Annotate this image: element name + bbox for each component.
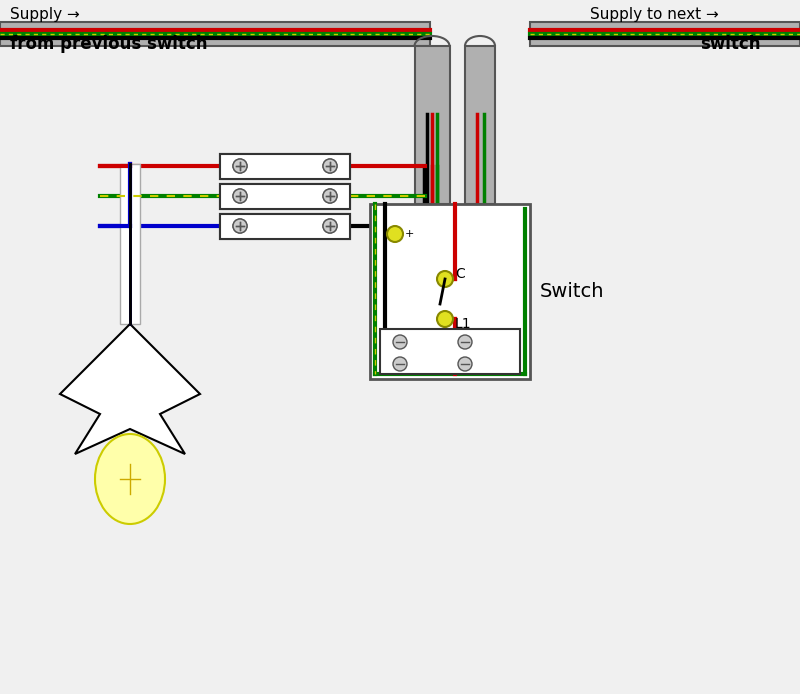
FancyBboxPatch shape bbox=[220, 214, 350, 239]
Text: Supply →: Supply → bbox=[10, 7, 80, 22]
FancyBboxPatch shape bbox=[415, 46, 450, 204]
Circle shape bbox=[323, 159, 337, 173]
FancyBboxPatch shape bbox=[370, 204, 530, 379]
Circle shape bbox=[233, 159, 247, 173]
Text: +: + bbox=[405, 229, 414, 239]
FancyBboxPatch shape bbox=[120, 164, 140, 324]
FancyBboxPatch shape bbox=[220, 154, 350, 179]
FancyBboxPatch shape bbox=[465, 46, 495, 204]
Circle shape bbox=[387, 226, 403, 242]
Circle shape bbox=[458, 357, 472, 371]
Ellipse shape bbox=[95, 434, 165, 524]
FancyBboxPatch shape bbox=[220, 214, 350, 239]
FancyBboxPatch shape bbox=[0, 22, 430, 46]
Text: L1: L1 bbox=[455, 317, 472, 331]
Circle shape bbox=[393, 357, 407, 371]
Circle shape bbox=[323, 219, 337, 233]
Circle shape bbox=[323, 219, 337, 233]
Circle shape bbox=[233, 219, 247, 233]
FancyBboxPatch shape bbox=[220, 154, 350, 179]
Circle shape bbox=[458, 335, 472, 349]
Circle shape bbox=[233, 189, 247, 203]
Circle shape bbox=[233, 159, 247, 173]
Polygon shape bbox=[60, 324, 200, 454]
Text: Supply to next →: Supply to next → bbox=[590, 7, 718, 22]
FancyBboxPatch shape bbox=[380, 329, 520, 374]
FancyBboxPatch shape bbox=[530, 22, 800, 46]
Circle shape bbox=[323, 189, 337, 203]
Circle shape bbox=[323, 189, 337, 203]
Text: from previous switch: from previous switch bbox=[10, 35, 207, 53]
Circle shape bbox=[323, 159, 337, 173]
Circle shape bbox=[393, 335, 407, 349]
FancyBboxPatch shape bbox=[220, 184, 350, 209]
Circle shape bbox=[233, 189, 247, 203]
Text: Switch: Switch bbox=[540, 282, 605, 301]
Circle shape bbox=[437, 271, 453, 287]
Text: switch: switch bbox=[700, 35, 761, 53]
FancyBboxPatch shape bbox=[220, 184, 350, 209]
Circle shape bbox=[233, 219, 247, 233]
Circle shape bbox=[437, 311, 453, 327]
Text: C: C bbox=[455, 267, 465, 281]
